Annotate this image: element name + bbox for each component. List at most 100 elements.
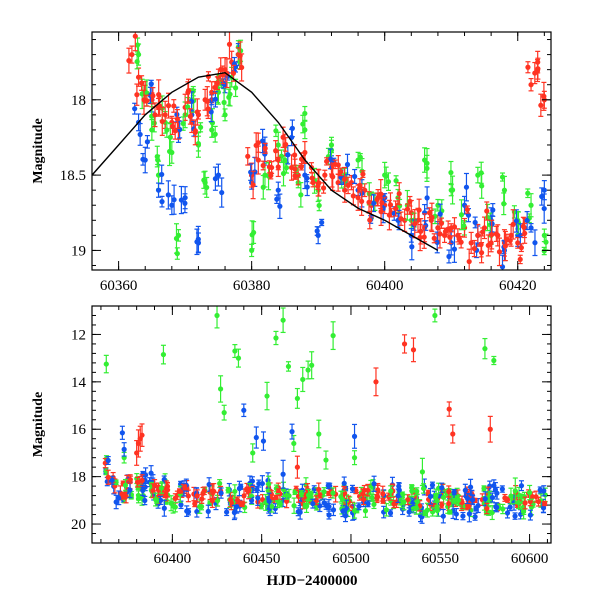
data-point — [280, 471, 286, 477]
data-point — [515, 240, 521, 246]
data-point — [451, 246, 458, 252]
data-point — [302, 503, 308, 509]
data-point — [414, 499, 420, 505]
data-point — [513, 218, 519, 224]
data-point — [398, 216, 404, 222]
data-point — [266, 498, 272, 504]
data-point — [494, 504, 500, 510]
point-blue — [319, 218, 325, 227]
data-point — [224, 509, 230, 515]
data-point — [214, 80, 220, 86]
band-point-blue — [113, 494, 119, 510]
point-blue — [289, 423, 295, 440]
data-point — [280, 170, 287, 177]
band-point-blue — [116, 490, 122, 506]
point-red — [532, 61, 538, 85]
data-point — [365, 487, 371, 493]
data-point — [419, 469, 426, 475]
band-point-red — [360, 493, 367, 506]
point-green — [204, 176, 210, 198]
point-blue — [140, 152, 146, 166]
data-point — [245, 153, 251, 159]
point-red — [407, 195, 413, 207]
data-point — [233, 85, 239, 91]
data-point — [212, 84, 218, 91]
point-green — [355, 151, 361, 169]
point-green — [280, 307, 286, 334]
point-blue — [219, 177, 225, 208]
point-red — [374, 192, 380, 207]
data-point — [168, 500, 174, 506]
data-point — [325, 503, 331, 510]
data-point — [197, 124, 204, 130]
data-point — [408, 210, 414, 216]
point-red — [134, 83, 140, 106]
y-tick-label: 19 — [71, 243, 86, 259]
data-point — [508, 493, 514, 499]
data-point — [250, 182, 256, 188]
data-point — [249, 478, 255, 484]
data-point — [465, 212, 472, 218]
data-point — [524, 217, 530, 224]
data-point — [478, 241, 484, 248]
point-red — [464, 205, 470, 214]
data-point — [541, 488, 547, 494]
data-point — [152, 112, 158, 118]
point-red — [480, 227, 486, 237]
data-point — [127, 476, 133, 483]
band-point-green — [330, 487, 336, 499]
band-point-red — [375, 484, 381, 499]
data-point — [237, 53, 243, 59]
data-point — [379, 200, 385, 206]
point-blue — [248, 163, 254, 181]
data-point — [134, 58, 140, 65]
point-red — [484, 201, 490, 221]
data-point — [248, 169, 254, 175]
point-red — [316, 169, 322, 197]
band-point-green — [519, 493, 525, 500]
point-red — [525, 61, 531, 74]
point-red — [451, 217, 458, 237]
point-green — [214, 306, 220, 329]
data-point — [484, 214, 491, 221]
data-point — [473, 505, 479, 512]
band-point-green — [371, 499, 377, 510]
band-point-green — [388, 485, 394, 497]
point-green — [273, 124, 279, 138]
point-green — [309, 351, 315, 380]
data-point — [204, 98, 210, 104]
band-point-blue — [143, 467, 149, 483]
data-point — [330, 507, 337, 513]
plot-frame — [91, 305, 552, 544]
point-green — [300, 366, 306, 393]
data-point — [137, 131, 143, 138]
data-point — [105, 474, 111, 480]
point-red — [320, 182, 327, 194]
point-blue — [171, 184, 177, 215]
point-green — [260, 174, 266, 200]
data-point — [482, 496, 488, 502]
data-point — [512, 488, 518, 494]
point-blue — [212, 91, 219, 108]
data-point — [351, 455, 358, 461]
point-green — [499, 172, 506, 182]
data-point — [104, 478, 110, 485]
point-blue — [539, 187, 545, 206]
data-point — [387, 510, 394, 516]
data-point — [404, 206, 411, 212]
band-point-green — [401, 493, 407, 511]
data-point — [448, 169, 454, 176]
data-point — [351, 433, 358, 439]
data-point — [330, 333, 336, 339]
x-tick-label: 60400 — [154, 551, 192, 567]
data-point — [283, 165, 290, 171]
data-point — [206, 481, 212, 488]
data-point — [534, 67, 541, 74]
data-point — [178, 481, 184, 487]
data-point — [480, 229, 486, 235]
point-green — [201, 171, 207, 189]
data-point — [165, 103, 172, 109]
data-point — [439, 485, 445, 491]
data-point — [417, 234, 423, 241]
band-point-blue — [489, 492, 495, 503]
